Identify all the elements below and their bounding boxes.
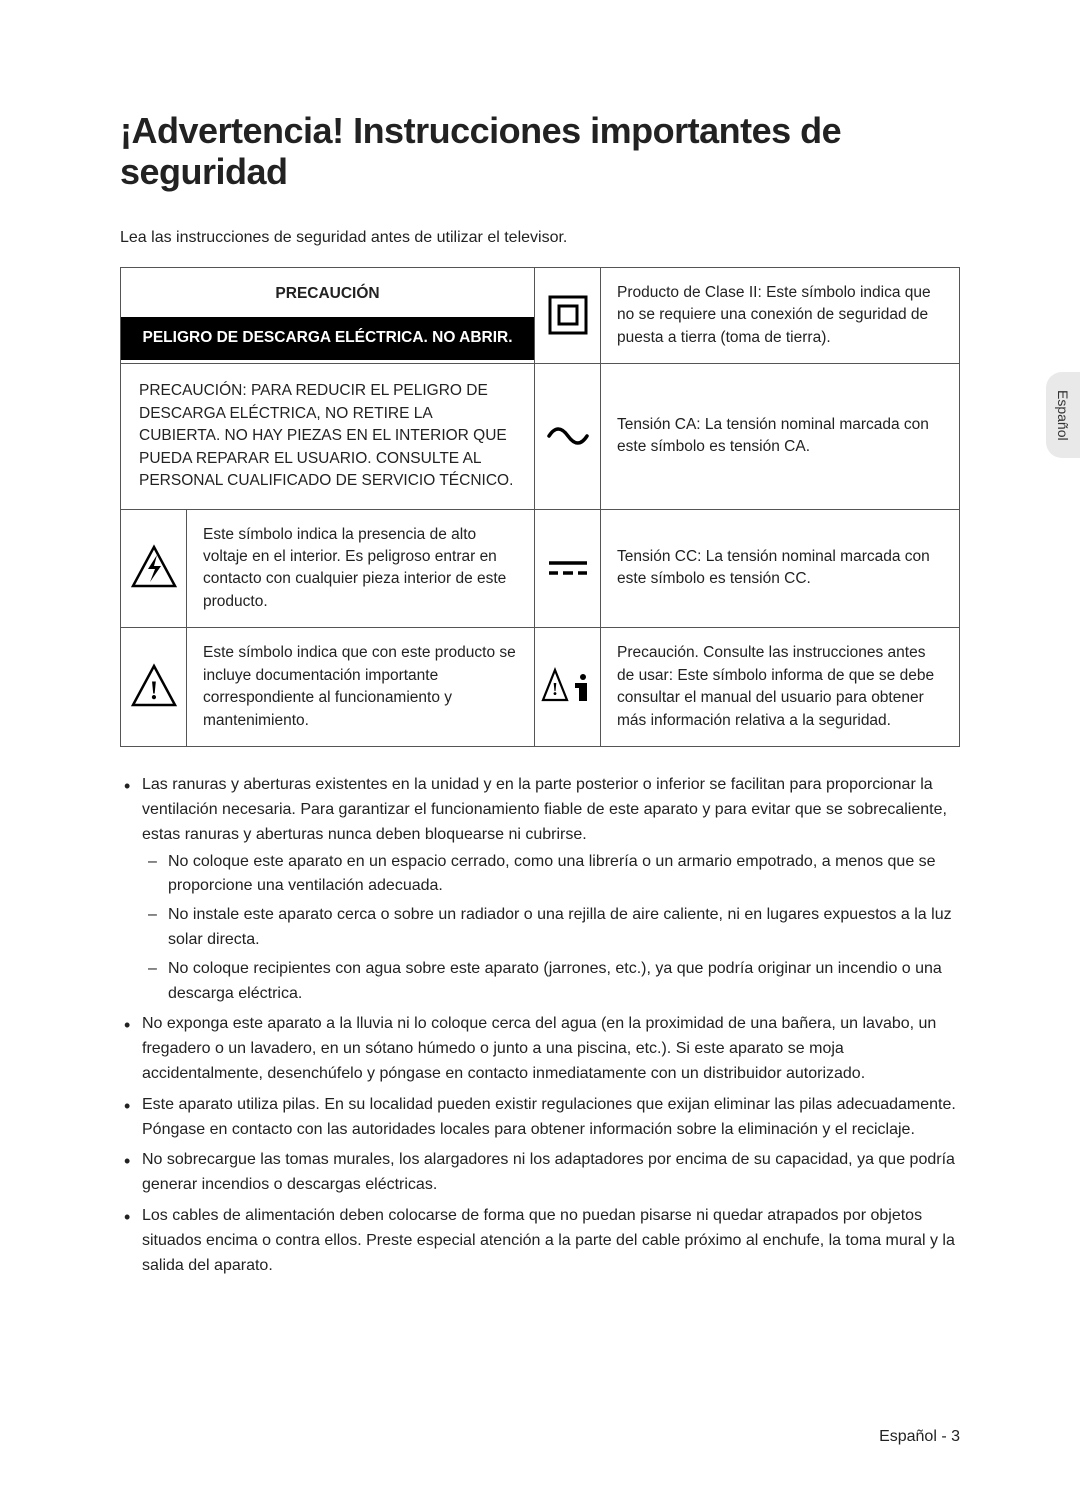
svg-text:!: ! [149, 676, 158, 705]
bullet-item: No sobrecargue las tomas murales, los al… [120, 1148, 960, 1198]
page-content: ¡Advertencia! Instrucciones importantes … [0, 0, 1080, 1324]
documentation-icon: ! [121, 628, 187, 747]
safety-symbols-table: PRECAUCIÓN PELIGRO DE DESCARGA ELÉCTRICA… [120, 267, 960, 748]
bullet-item: Este aparato utiliza pilas. En su locali… [120, 1093, 960, 1143]
bullet-item: No exponga este aparato a la lluvia ni l… [120, 1012, 960, 1086]
intro-text: Lea las instrucciones de seguridad antes… [120, 229, 960, 247]
read-manual-icon: ! [535, 628, 601, 747]
page-title: ¡Advertencia! Instrucciones importantes … [120, 110, 960, 193]
language-tab-label: Español [1055, 390, 1071, 441]
caution-header-top: PRECAUCIÓN [121, 271, 534, 317]
sub-bullet-item: No coloque recipientes con agua sobre es… [142, 957, 960, 1007]
ac-voltage-description: Tensión CA: La tensión nominal marcada c… [601, 364, 960, 509]
svg-text:!: ! [552, 679, 558, 699]
bullet-item: Las ranuras y aberturas existentes en la… [120, 773, 960, 1006]
dc-voltage-icon [535, 509, 601, 628]
safety-bullets: Las ranuras y aberturas existentes en la… [120, 773, 960, 1278]
ac-voltage-icon [535, 364, 601, 509]
documentation-description: Este símbolo indica que con este product… [187, 628, 535, 747]
page-footer: Español - 3 [879, 1428, 960, 1446]
class2-description: Producto de Clase II: Este símbolo indic… [601, 267, 960, 363]
high-voltage-description: Este símbolo indica la presencia de alto… [187, 509, 535, 628]
sub-bullet-item: No instale este aparato cerca o sobre un… [142, 903, 960, 953]
class2-icon [535, 267, 601, 363]
read-manual-description: Precaución. Consulte las instrucciones a… [601, 628, 960, 747]
sub-bullet-item: No coloque este aparato en un espacio ce… [142, 850, 960, 900]
bullet-text: Las ranuras y aberturas existentes en la… [142, 776, 947, 843]
caution-header-bottom: PELIGRO DE DESCARGA ELÉCTRICA. NO ABRIR. [121, 317, 534, 359]
bullet-item: Los cables de alimentación deben colocar… [120, 1204, 960, 1278]
dc-voltage-description: Tensión CC: La tensión nominal marcada c… [601, 509, 960, 628]
high-voltage-icon [121, 509, 187, 628]
language-tab: Español [1046, 372, 1080, 458]
caution-body-text: PRECAUCIÓN: PARA REDUCIR EL PELIGRO DE D… [121, 364, 535, 509]
